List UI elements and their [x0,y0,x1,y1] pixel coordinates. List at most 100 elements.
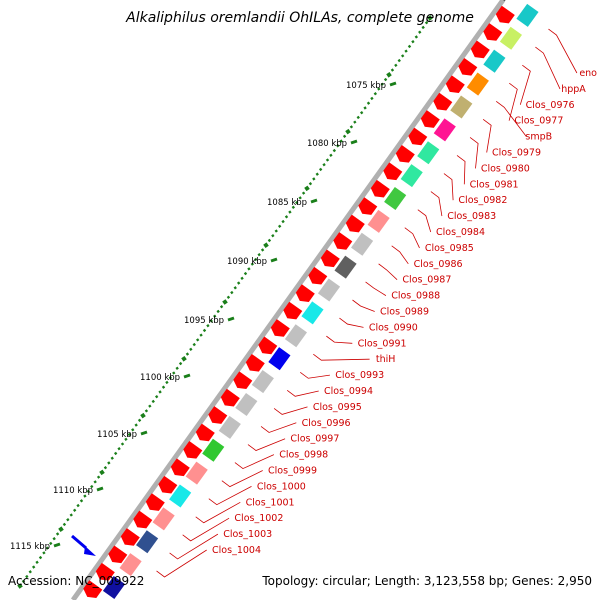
label-leader-lines [71,28,578,578]
tick-mark [120,442,125,446]
gene-label: Clos_0994 [324,386,373,397]
leader-line [313,353,370,361]
leader-line [378,263,398,280]
forward-cds-arrow [433,92,453,111]
tick-mark [370,96,374,101]
gene-labels: eno hppA Clos_0976 Clos_0977 smpB Clos_0979 Cl… [212,68,597,556]
forward-cds-arrow [483,23,503,41]
forward-cds-arrow [83,580,103,598]
tick-mark [99,469,105,476]
tick-mark [131,428,135,432]
forward-cds-arrow [195,423,215,442]
gene-label: Clos_0995 [313,402,362,413]
tick-mark [271,234,275,238]
leader-line [430,191,443,217]
tick-mark [295,200,299,205]
gene-label: Clos_1004 [212,545,261,556]
tick-mark [76,503,80,508]
gene-label: Clos_0998 [279,450,328,461]
gene-label: Clos_0982 [458,195,507,206]
tick-mark [257,252,261,257]
forward-cds-arrow [408,127,428,146]
tick-mark [390,68,395,72]
tick-mark [189,347,193,352]
gene-label: Clos_0981 [470,179,519,190]
tick-mark [158,390,162,394]
forward-cds-arrow [395,145,415,163]
tick-mark [199,333,203,337]
tick-mark [140,412,146,419]
forward-cds-arrow [108,545,128,564]
reverse-strand-track [102,3,539,600]
tick-mark [58,526,64,532]
gene-label: eno [579,68,597,79]
gene-label: Clos_0991 [358,338,407,349]
kbp-label: 1085 kbp [267,198,307,208]
tick-mark [424,21,429,25]
forward-cds-arrow [495,5,515,24]
reverse-cds-block [136,530,159,554]
kbp-label: 1095 kbp [184,316,224,326]
tick-mark [148,404,152,408]
kbp-label: 1105 kbp [97,430,137,440]
reverse-cds-block [351,232,374,256]
tick-mark [83,494,87,498]
reverse-cds-block [119,553,142,577]
kbp-tick [183,373,191,379]
gene-label: Clos_0989 [380,307,429,318]
blue-marker [71,534,87,550]
reverse-cds-block [334,255,357,279]
tick-mark [267,238,272,243]
leader-line [339,317,364,328]
tick-mark [69,513,73,517]
tick-mark [216,309,220,314]
reverse-cds-block [268,347,291,371]
tick-mark [35,560,39,565]
tick-mark [377,87,381,91]
reverse-cds-block [516,3,539,27]
tick-mark [353,120,357,124]
forward-cds-arrow [445,75,465,94]
reverse-cds-block [466,72,489,96]
tick-mark [312,177,316,181]
forward-cds-arrow [208,406,228,424]
tick-mark [90,484,94,489]
leader-line [247,438,286,451]
leader-line [156,549,207,578]
gene-label: Clos_0993 [335,370,384,381]
tick-mark [72,508,77,512]
gene-label: Clos_0986 [414,259,463,270]
reverse-cds-block [400,164,423,188]
tick-mark [113,451,118,456]
tick-mark [222,299,228,305]
gene-label: Clos_1001 [246,497,295,508]
leader-line [208,486,252,506]
forward-cds-arrow [470,40,490,59]
tick-mark [62,522,67,527]
reverse-cds-block [251,370,274,394]
tick-mark [195,338,200,342]
gene-label: smpB [525,132,552,143]
gene-label: Clos_0990 [369,322,418,333]
reverse-cds-block [169,484,192,508]
tick-mark [383,77,388,82]
reverse-cds-block [152,507,175,531]
tick-mark [407,44,412,49]
reverse-cds-block [417,141,440,165]
forward-cds-arrow [233,371,253,390]
tick-mark [356,115,360,120]
tick-mark [418,30,422,34]
leader-line [195,501,241,524]
tick-mark [247,267,251,271]
reverse-cds-block [450,95,473,119]
tick-mark [308,181,313,186]
tick-mark [49,541,53,546]
tick-mark [277,224,282,228]
gene-label: Clos_1000 [257,481,306,492]
tick-mark [240,276,244,281]
tick-mark [274,229,278,233]
leader-line [519,64,531,105]
gene-label: Clos_0976 [526,100,575,111]
